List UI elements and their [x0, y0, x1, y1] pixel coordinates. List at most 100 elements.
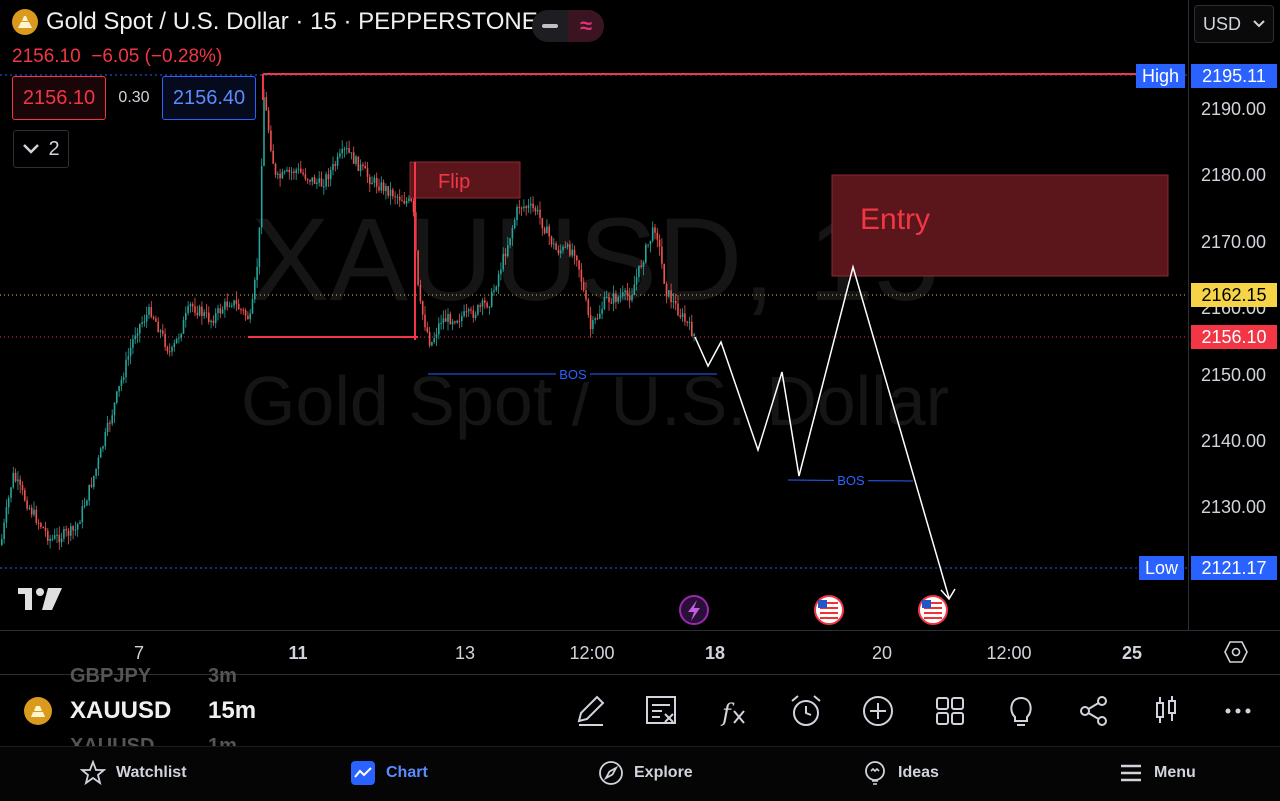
more-icon[interactable] — [1220, 693, 1256, 729]
candle-body — [373, 177, 376, 183]
candle-body — [518, 206, 521, 208]
candle-body — [185, 313, 187, 320]
candle-body — [327, 174, 330, 180]
candle-body — [571, 249, 573, 256]
candle-body — [274, 163, 277, 175]
wave-icon[interactable]: ≈ — [568, 10, 604, 42]
indicators-count: 2 — [48, 137, 60, 160]
candle-body — [5, 507, 8, 523]
candle-body — [472, 310, 475, 318]
candle-body — [375, 177, 378, 187]
candle-body — [438, 323, 440, 335]
nav-watchlist[interactable]: Watchlist — [80, 760, 187, 786]
flip-zone[interactable] — [409, 161, 521, 199]
candle-body — [125, 359, 127, 378]
alarm-icon[interactable] — [788, 693, 824, 729]
candle-body — [392, 189, 394, 197]
candle-body — [116, 391, 118, 403]
notes-icon[interactable] — [644, 693, 680, 729]
symbol-name[interactable]: XAUUSD — [70, 697, 172, 724]
candle-body — [564, 246, 567, 248]
us-flag-event-icon-2[interactable] — [918, 595, 948, 625]
candle-body — [401, 200, 403, 202]
candles-icon[interactable] — [1148, 693, 1184, 729]
candle-body — [559, 250, 562, 254]
candle-body — [357, 156, 360, 171]
candle-body — [155, 318, 157, 322]
sell-button[interactable]: 2156.10 — [12, 76, 106, 120]
fx-icon[interactable]: f — [716, 693, 752, 729]
candle-body — [19, 479, 21, 485]
candle-body — [672, 300, 675, 303]
indicators-toggle[interactable]: 2 — [13, 130, 69, 168]
lightning-event-icon[interactable] — [679, 595, 709, 625]
candle-body — [56, 534, 58, 536]
candle-body — [502, 253, 504, 270]
candle-body — [509, 238, 511, 246]
candle-body — [467, 309, 470, 312]
time-tick-label: 25 — [1121, 643, 1143, 663]
candle-body — [81, 506, 84, 523]
lightbulb-icon[interactable] — [1003, 693, 1039, 729]
candle-body — [419, 285, 422, 302]
timeframe-value[interactable]: 15m — [208, 697, 257, 724]
candle-body — [477, 305, 479, 315]
candle-body — [290, 171, 293, 173]
minus-icon[interactable] — [532, 10, 568, 42]
candle-body — [352, 152, 355, 164]
candle-body — [157, 321, 159, 333]
nav-menu[interactable]: Menu — [1118, 760, 1196, 786]
price-axis[interactable]: 2190.00 2180.00 2170.00 2160.00 2150.00 2140.… — [1188, 0, 1280, 630]
nav-chart[interactable]: Chart — [350, 760, 428, 786]
prev-symbol[interactable]: GBPJPY — [70, 665, 152, 687]
chart-mode-toggle[interactable]: ≈ — [532, 10, 604, 42]
pen-icon[interactable] — [573, 693, 609, 729]
candle-body — [557, 249, 560, 254]
candle-body — [212, 320, 215, 323]
plus-circle-icon[interactable] — [860, 693, 896, 729]
candle-body — [539, 209, 541, 219]
currency-select[interactable]: USD — [1194, 5, 1274, 43]
candle-body — [90, 484, 93, 487]
nav-ideas[interactable]: Ideas — [862, 760, 939, 786]
time-axis[interactable]: 7 11 13 12:00 18 20 12:00 25 — [0, 630, 1280, 675]
us-flag-event-icon[interactable] — [814, 595, 844, 625]
price-tick-label: 2140.00 — [1201, 431, 1267, 451]
candle-body — [534, 208, 537, 212]
candle-body — [580, 269, 583, 283]
candle-body — [626, 290, 629, 296]
flip-label: Flip — [438, 171, 470, 193]
candle-body — [431, 342, 433, 346]
candle-body — [49, 538, 51, 541]
share-icon[interactable] — [1076, 693, 1112, 729]
price-tick-label: 2190.00 — [1201, 99, 1267, 119]
candle-body — [17, 479, 19, 482]
candle-body — [196, 312, 199, 316]
price-chart[interactable]: XAUUSD, 15 Gold Spot / U.S. Dollar Flip … — [0, 0, 1188, 630]
watermark-symbol: XAUUSD, 15 — [251, 194, 940, 326]
candle-body — [562, 246, 564, 251]
candle-body — [654, 227, 656, 233]
candle-body — [283, 171, 286, 173]
candle-body — [403, 200, 406, 204]
candle-body — [585, 290, 587, 300]
nav-chart-label: Chart — [386, 764, 428, 781]
chart-title: Gold Spot / U.S. Dollar · 15 · PEPPERSTO… — [46, 8, 538, 35]
candle-body — [1, 539, 3, 545]
buy-button[interactable]: 2156.40 — [162, 76, 256, 120]
nav-explore[interactable]: Explore — [598, 760, 693, 786]
candle-body — [127, 356, 130, 360]
candle-body — [350, 152, 353, 154]
candle-body — [122, 377, 125, 380]
entry-zone[interactable] — [831, 174, 1169, 277]
symbol-header[interactable]: Gold Spot / U.S. Dollar · 15 · PEPPERSTO… — [12, 8, 538, 36]
layout-icon[interactable] — [932, 693, 968, 729]
candle-body — [355, 156, 357, 164]
candle-body — [93, 475, 95, 487]
candle-body — [645, 244, 647, 263]
prev-timeframe[interactable]: 3m — [208, 665, 237, 687]
bos-label-2: BOS — [837, 473, 865, 488]
candle-body — [226, 301, 228, 307]
projection-path[interactable] — [694, 264, 950, 599]
chart-settings-icon[interactable] — [1224, 641, 1248, 663]
